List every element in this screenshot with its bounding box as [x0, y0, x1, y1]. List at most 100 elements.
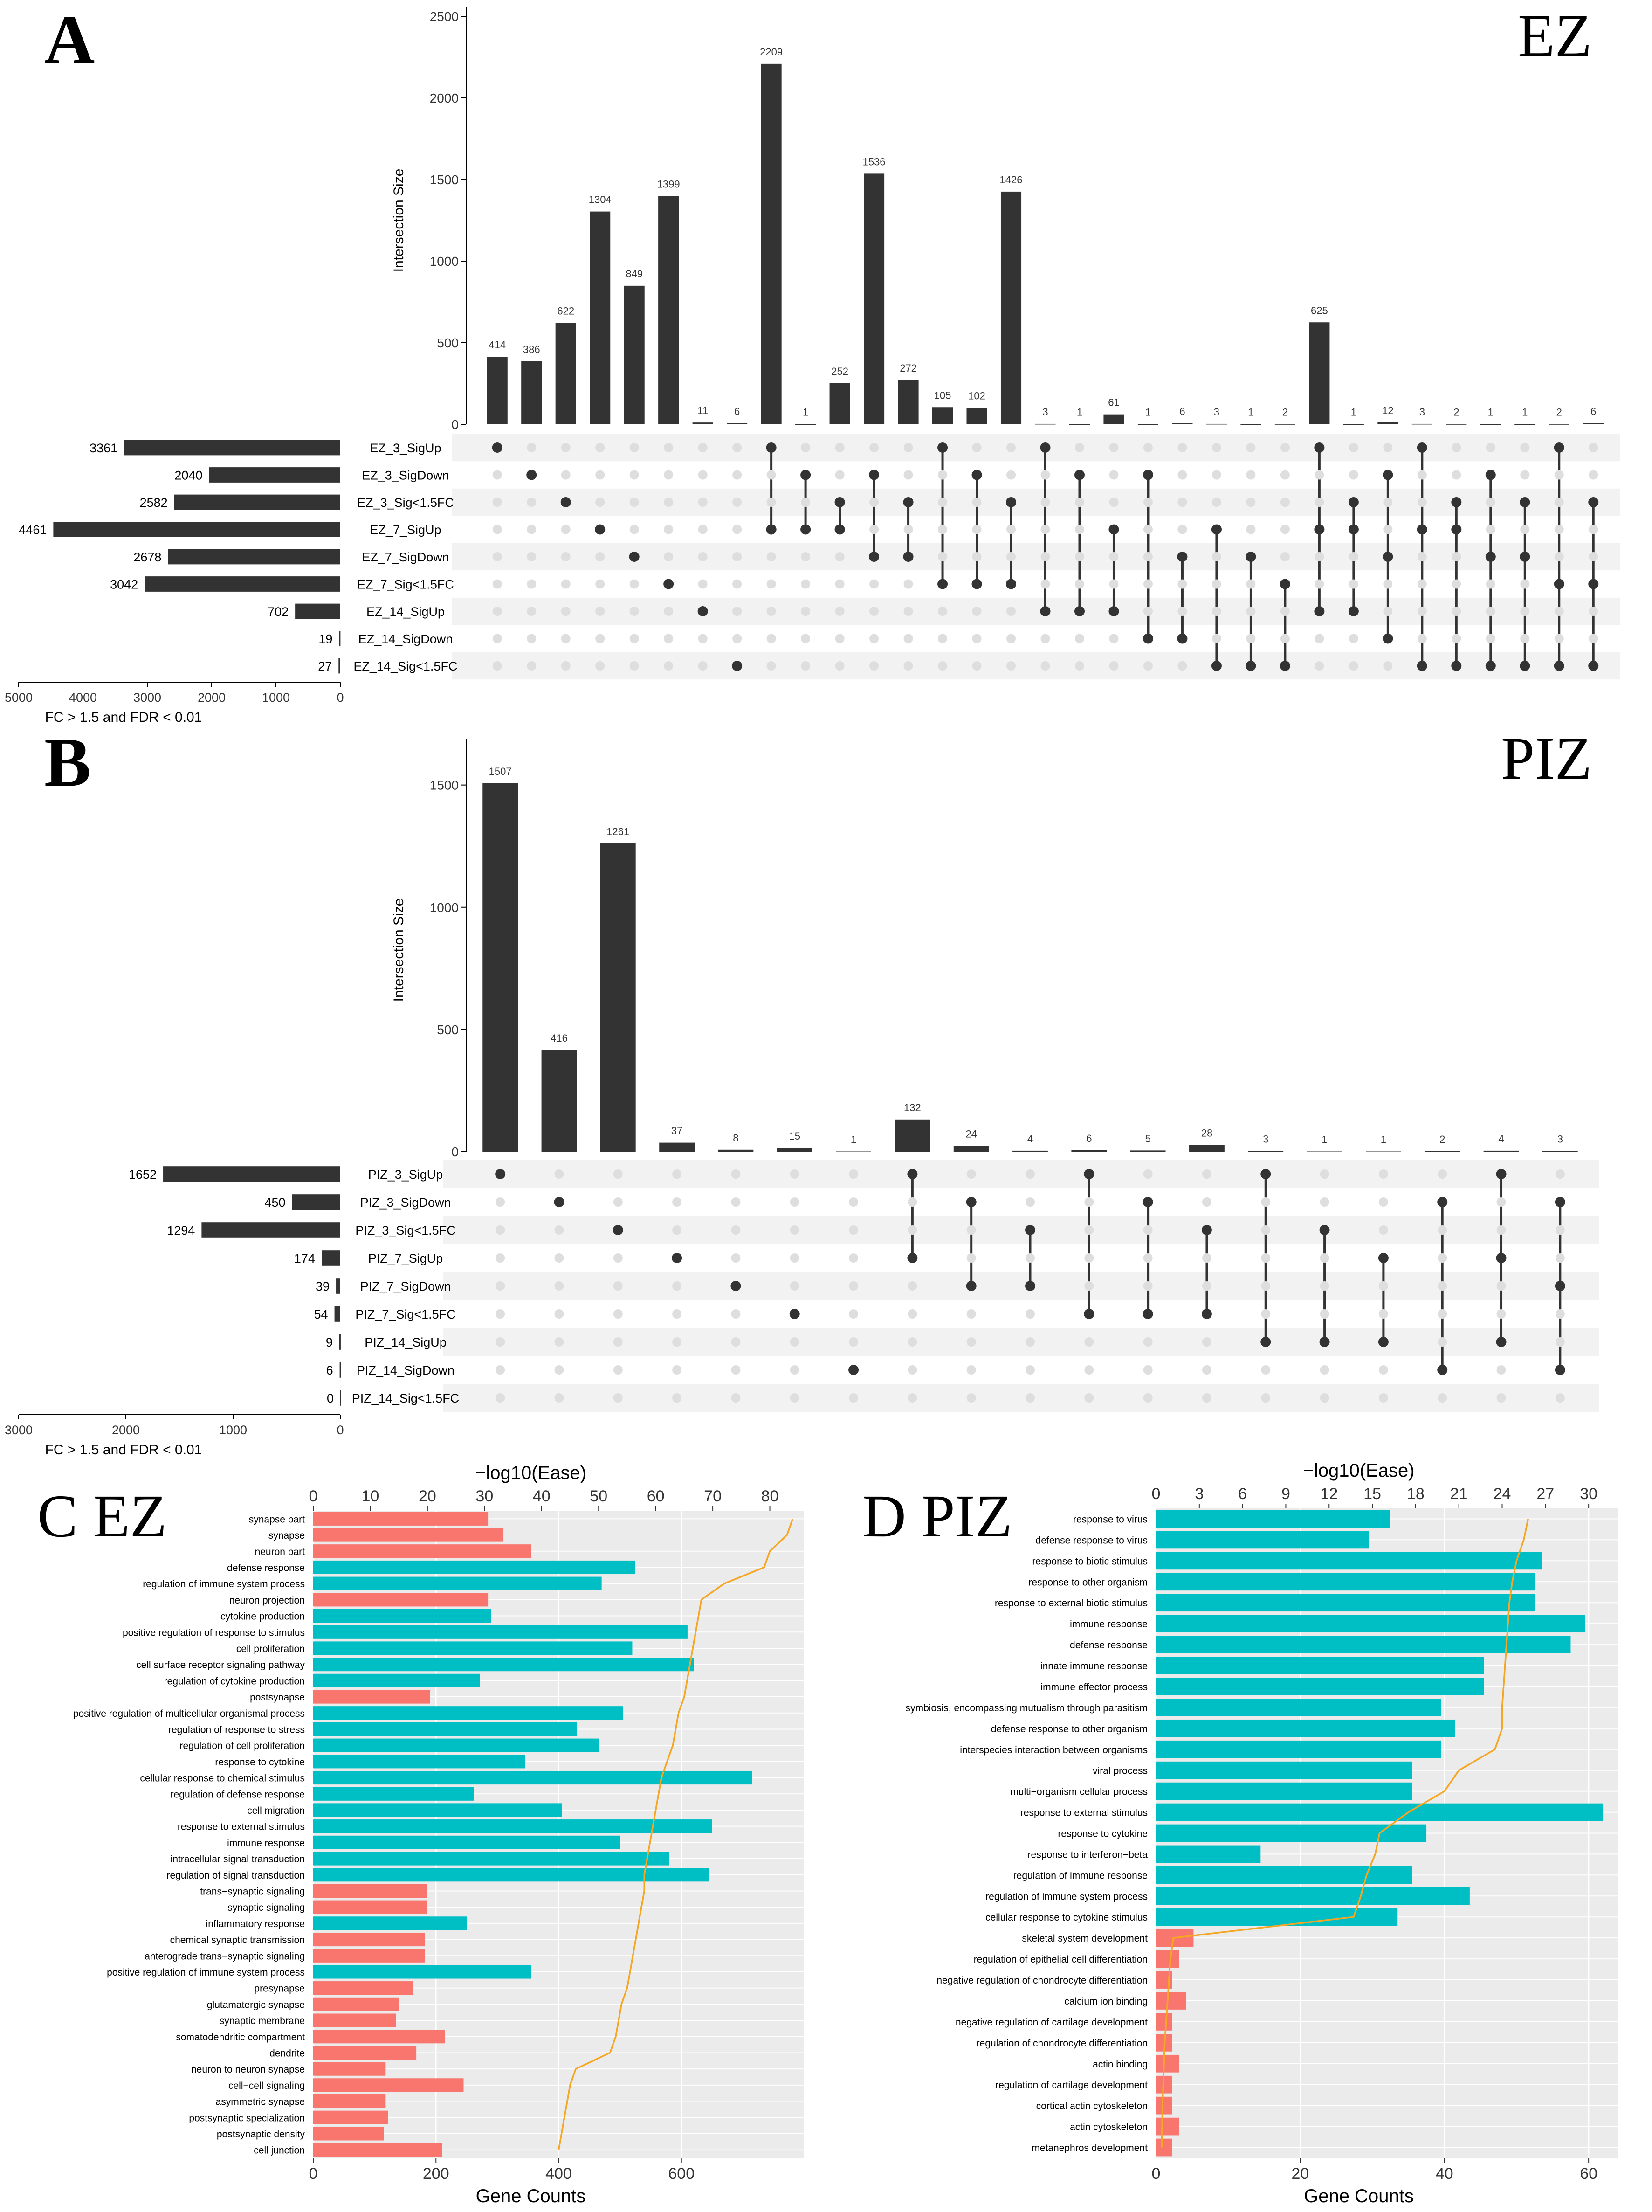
membership-dot-empty: [1261, 1225, 1271, 1235]
membership-dot-empty: [903, 661, 913, 671]
go-term-label: response to external biotic stimulus: [995, 1598, 1148, 1609]
x-tick-label: 400: [545, 2165, 572, 2183]
membership-dot-filled: [672, 1253, 682, 1263]
membership-dot-filled: [1348, 524, 1359, 535]
intersection-size-label: 3: [1042, 406, 1048, 418]
membership-dot-empty: [527, 498, 537, 507]
ease-line: [558, 1518, 794, 2150]
membership-dot-empty: [554, 1281, 564, 1291]
membership-dot-empty: [869, 607, 879, 616]
intersection-size-label: 102: [968, 390, 985, 401]
go-term-label: synaptic membrane: [220, 2016, 305, 2026]
membership-dot-empty: [1246, 579, 1256, 589]
membership-dot-filled: [800, 524, 811, 535]
intersection-size-label: 15: [789, 1130, 800, 1142]
intersection-size-label: 3: [1263, 1133, 1268, 1145]
membership-dot-empty: [554, 1253, 564, 1263]
set-size-bar: [145, 576, 340, 592]
set-axis-tick-label: 3000: [133, 691, 161, 705]
membership-dot-empty: [1109, 661, 1119, 671]
membership-dot-empty: [1554, 634, 1564, 643]
membership-dot-empty: [869, 525, 879, 534]
intersection-size-label: 5: [1145, 1133, 1151, 1144]
membership-dot-empty: [731, 1309, 741, 1319]
membership-dot-empty: [613, 1337, 623, 1347]
membership-dot-empty: [672, 1393, 682, 1403]
membership-dot-filled: [1314, 524, 1325, 535]
membership-dot-empty: [1520, 579, 1530, 589]
membership-dot-filled: [1177, 633, 1188, 644]
membership-dot-filled: [732, 661, 743, 671]
membership-dot-empty: [664, 470, 674, 480]
membership-dot-empty: [1496, 1225, 1506, 1235]
go-term-bar: [313, 1835, 620, 1849]
membership-dot-filled: [1555, 1365, 1565, 1375]
go-term-label: somatodendritic compartment: [176, 2032, 305, 2043]
membership-dot-empty: [1589, 470, 1598, 480]
go-term-label: postsynapse: [250, 1692, 305, 1703]
top-axis-title: −log10(Ease): [475, 1463, 586, 1483]
membership-dot-empty: [672, 1197, 682, 1207]
membership-dot-empty: [869, 634, 879, 643]
membership-dot-empty: [1438, 1337, 1447, 1347]
set-size-bar: [339, 1362, 341, 1378]
intersection-bar: [1514, 424, 1535, 425]
membership-dot-empty: [595, 661, 605, 671]
membership-dot-filled: [1554, 579, 1564, 589]
membership-dot-empty: [1280, 525, 1290, 534]
go-term-bar: [1156, 2013, 1172, 2031]
membership-dot-filled: [1485, 470, 1496, 480]
membership-dot-empty: [629, 470, 639, 480]
intersection-bar: [898, 380, 919, 424]
go-term-bar: [1156, 1678, 1484, 1695]
membership-dot-filled: [1496, 1253, 1507, 1263]
membership-dot-empty: [561, 552, 571, 561]
go-term-bar: [313, 1981, 413, 1995]
membership-dot-empty: [1143, 1169, 1153, 1179]
intersection-bar: [521, 361, 542, 424]
set-size-label: 3042: [110, 578, 138, 592]
membership-dot-filled: [869, 552, 880, 562]
set-size-bar: [124, 440, 340, 456]
intersection-size-label: 386: [523, 344, 540, 355]
membership-dot-empty: [595, 470, 605, 480]
go-term-bar: [313, 2013, 396, 2027]
membership-dot-empty: [1202, 1197, 1211, 1207]
membership-dot-empty: [1261, 1365, 1271, 1375]
membership-dot-empty: [1555, 1253, 1565, 1263]
intersection-size-label: 1: [1248, 407, 1253, 418]
intersection-bar: [1480, 424, 1501, 425]
membership-dot-empty: [1143, 443, 1153, 452]
set-size-label: 39: [316, 1279, 330, 1293]
top-tick-label: 10: [362, 1487, 379, 1505]
go-term-label: immune effector process: [1040, 1682, 1148, 1693]
go-term-bar: [313, 1852, 669, 1866]
go-term-bar: [1156, 1740, 1441, 1758]
go-term-bar: [313, 1787, 474, 1801]
membership-dot-empty: [938, 552, 948, 561]
top-tick-label: 6: [1238, 1485, 1247, 1503]
row-stripe: [452, 543, 1620, 571]
membership-dot-filled: [1496, 1337, 1507, 1347]
membership-dot-empty: [908, 1309, 917, 1319]
membership-dot-empty: [1349, 579, 1358, 589]
membership-dot-empty: [1554, 498, 1564, 507]
intersection-bar: [718, 1149, 754, 1152]
go-term-bar: [313, 1625, 688, 1639]
membership-dot-empty: [1261, 1281, 1271, 1291]
membership-dot-empty: [613, 1393, 623, 1403]
membership-dot-empty: [1438, 1225, 1447, 1235]
membership-dot-empty: [1486, 607, 1495, 616]
membership-dot-empty: [1026, 1197, 1035, 1207]
membership-dot-empty: [1026, 1365, 1035, 1375]
y-axis-title: Intersection Size: [391, 899, 406, 1002]
go-term-bar: [313, 1658, 694, 1672]
membership-dot-empty: [1452, 634, 1461, 643]
set-size-bar: [321, 1250, 340, 1266]
go-term-label: regulation of epithelial cell differenti…: [974, 1954, 1148, 1965]
membership-dot-empty: [1349, 443, 1358, 452]
set-size-label: 6: [326, 1363, 333, 1377]
membership-dot-empty: [1349, 661, 1358, 671]
set-name-label: PIZ_3_SigDown: [360, 1196, 451, 1210]
membership-dot-empty: [966, 1253, 976, 1263]
